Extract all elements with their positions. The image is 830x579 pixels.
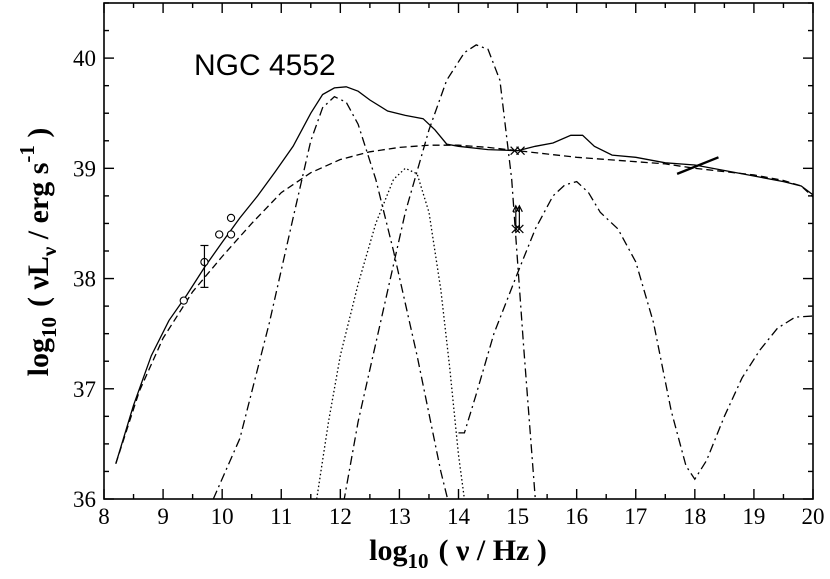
- x-tick-label: 11: [270, 504, 292, 529]
- y-tick-labels: 36 37 38 39 40: [73, 46, 96, 512]
- data-point-circle: [226, 213, 236, 223]
- y-tick-label: 39: [73, 156, 96, 181]
- series-line-dashed-1: [115, 144, 813, 464]
- y-tick-label: 38: [73, 267, 96, 292]
- xray-segment: [676, 156, 719, 175]
- x-tick-label: 18: [683, 504, 706, 529]
- series-line-dotted-5: [316, 167, 466, 499]
- series-line-solid-0: [115, 86, 813, 464]
- x-tick-label: 16: [565, 504, 588, 529]
- x-tick-label: 15: [506, 504, 529, 529]
- markers-group: [179, 146, 719, 305]
- series-line-dash-dot-4: [458, 180, 813, 481]
- x-tick-label: 20: [802, 504, 825, 529]
- data-point-circle: [226, 230, 236, 239]
- lower-limit-point: [511, 224, 521, 234]
- data-point-cross: [516, 146, 525, 156]
- lower-limit-arrow: [515, 204, 523, 213]
- x-tick-labels: 8 9 10 11 12 13 14 15 16 17 18 19 20: [98, 504, 824, 529]
- series-line-dash-dot-3: [343, 44, 536, 499]
- x-tick-label: 14: [447, 504, 471, 529]
- data-point-circle: [179, 296, 188, 305]
- series-group: [115, 44, 813, 499]
- y-tick-label: 37: [73, 377, 96, 402]
- y-axis-title: log10( νLν / erg s-1 ): [15, 128, 61, 377]
- x-tick-label: 10: [211, 504, 234, 529]
- x-tick-label: 9: [157, 504, 169, 529]
- chart-title: NGC 4552: [194, 49, 336, 82]
- lower-limit-point: [514, 224, 524, 234]
- series-line-dash-dot-2: [212, 95, 449, 499]
- x-tick-label: 8: [98, 504, 110, 529]
- y-tick-label: 40: [73, 46, 96, 71]
- x-tick-label: 17: [624, 504, 647, 529]
- x-tick-label: 12: [329, 504, 352, 529]
- y-tick-label: 36: [73, 487, 96, 512]
- data-point-circle: [215, 230, 224, 239]
- x-tick-label: 13: [388, 504, 411, 529]
- x-axis-title: log10( ν / Hz ): [369, 534, 547, 573]
- x-tick-label: 19: [742, 504, 765, 529]
